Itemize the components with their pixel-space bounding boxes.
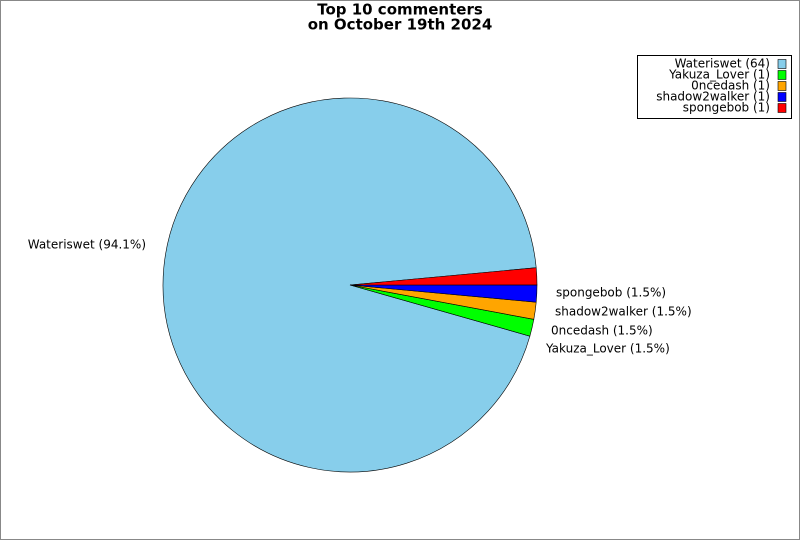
legend-swatch xyxy=(777,70,787,80)
legend-label: 0ncedash (1) xyxy=(691,79,770,93)
legend-swatch xyxy=(777,92,787,102)
legend-box xyxy=(637,55,792,119)
legend-swatch xyxy=(777,59,787,69)
slice-label: Wateriswet (94.1%) xyxy=(28,238,146,252)
slice-label: shadow2walker (1.5%) xyxy=(555,305,692,319)
chart-subtitle: on October 19th 2024 xyxy=(308,16,493,34)
pie-slice xyxy=(162,97,537,473)
legend-label: shadow2walker (1) xyxy=(656,90,770,104)
slice-label: Yakuza_Lover (1.5%) xyxy=(545,342,670,356)
slice-label: spongebob (1.5%) xyxy=(556,286,666,300)
legend-label: spongebob (1) xyxy=(683,101,770,115)
legend-label: Yakuza_Lover (1) xyxy=(668,68,770,82)
pie-slice xyxy=(349,267,538,286)
legend-label: Wateriswet (64) xyxy=(675,57,770,71)
legend-swatch xyxy=(777,103,787,113)
chart-title: Top 10 commenters xyxy=(317,1,483,19)
slice-label: 0ncedash (1.5%) xyxy=(551,324,653,338)
legend-swatch xyxy=(777,81,787,91)
